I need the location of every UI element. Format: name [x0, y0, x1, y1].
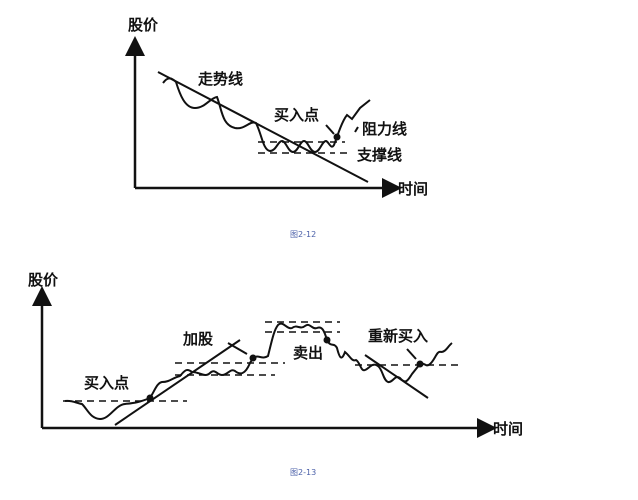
add-shares-dot	[249, 354, 257, 362]
rebuy-arrow	[406, 348, 417, 360]
x-axis-label: 时间	[398, 180, 428, 198]
x-axis-label: 时间	[493, 420, 523, 438]
buy-point-dot	[146, 394, 154, 402]
caption: 图2-12	[290, 230, 316, 239]
rebuy-label: 重新买入	[368, 327, 428, 345]
uptrend-line	[114, 339, 241, 426]
resistance-pointer	[354, 126, 359, 133]
buy-point-arrow	[325, 124, 335, 135]
caption: 图2-13	[290, 468, 316, 477]
buy-point-label: 买入点	[274, 106, 319, 124]
add-shares-arrow	[227, 342, 248, 355]
price-curve	[64, 322, 453, 421]
resistance-label: 阻力线	[362, 120, 407, 138]
y-axis-label: 股价	[128, 16, 159, 34]
sell-label: 卖出	[293, 344, 323, 362]
trend-line-label: 走势线	[198, 70, 243, 88]
sell-dot	[323, 336, 331, 344]
price-curve	[162, 77, 371, 154]
buy-point-label: 买入点	[84, 374, 129, 392]
figure-2-13: 股价 时间 买入点 加股 卖出 重新买入 图2-13	[28, 271, 523, 477]
rebuy-dot	[416, 360, 424, 368]
support-label: 支撑线	[356, 146, 402, 164]
buy-point-dot	[333, 133, 341, 141]
trend-line	[157, 71, 369, 183]
add-shares-label: 加股	[182, 330, 214, 348]
y-axis-label: 股价	[28, 271, 59, 289]
figure-2-12: 股价 时间 走势线 买入点 阻力线 支撑线 图2-12	[125, 16, 428, 239]
